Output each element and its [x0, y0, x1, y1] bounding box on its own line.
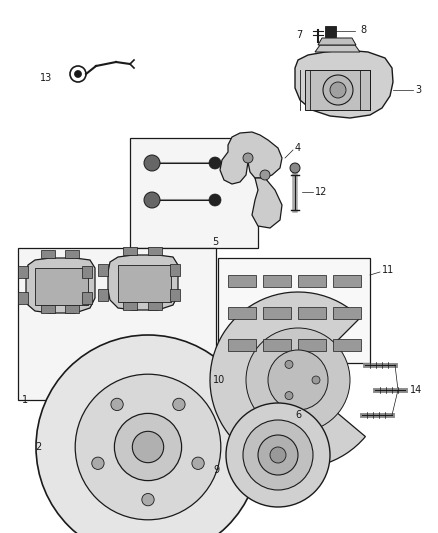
Polygon shape [305, 70, 370, 110]
Polygon shape [333, 339, 361, 351]
Text: 8: 8 [360, 25, 366, 35]
Polygon shape [298, 339, 326, 351]
Circle shape [323, 75, 353, 105]
Bar [218, 258, 370, 363]
Polygon shape [298, 275, 326, 287]
Circle shape [173, 398, 185, 410]
Text: 12: 12 [315, 187, 327, 197]
Circle shape [330, 82, 346, 98]
Polygon shape [35, 268, 88, 305]
Circle shape [209, 157, 221, 169]
Polygon shape [123, 302, 137, 310]
Polygon shape [333, 307, 361, 319]
Polygon shape [263, 339, 291, 351]
Text: 7: 7 [296, 30, 302, 40]
Polygon shape [98, 264, 108, 276]
Circle shape [132, 431, 164, 463]
Polygon shape [41, 305, 55, 313]
Text: 1: 1 [22, 395, 28, 405]
Polygon shape [220, 132, 282, 184]
Circle shape [144, 192, 160, 208]
Wedge shape [210, 292, 365, 468]
Polygon shape [148, 247, 162, 255]
Text: 14: 14 [410, 385, 422, 395]
Bar [325, 26, 336, 37]
Polygon shape [298, 307, 326, 319]
Circle shape [268, 350, 328, 410]
Circle shape [114, 414, 182, 481]
Circle shape [258, 435, 298, 475]
Circle shape [209, 194, 221, 206]
Polygon shape [26, 258, 95, 313]
Bar [130, 138, 258, 248]
Polygon shape [295, 50, 393, 118]
Text: 3: 3 [415, 85, 421, 95]
Circle shape [260, 170, 270, 180]
Circle shape [270, 447, 286, 463]
Polygon shape [123, 247, 137, 255]
Circle shape [92, 457, 104, 470]
Circle shape [243, 420, 313, 490]
Circle shape [192, 457, 204, 470]
Polygon shape [18, 292, 28, 304]
Polygon shape [148, 302, 162, 310]
Circle shape [74, 70, 81, 77]
Text: 9: 9 [214, 465, 220, 475]
Polygon shape [263, 307, 291, 319]
Circle shape [290, 163, 300, 173]
Polygon shape [65, 250, 79, 258]
Polygon shape [98, 289, 108, 301]
Polygon shape [252, 178, 282, 228]
Polygon shape [41, 250, 55, 258]
Polygon shape [170, 289, 180, 301]
Circle shape [111, 398, 123, 410]
Circle shape [226, 403, 330, 507]
Circle shape [75, 374, 221, 520]
Text: 10: 10 [213, 375, 225, 385]
Polygon shape [263, 275, 291, 287]
Bar [18, 248, 216, 400]
Text: 11: 11 [382, 265, 394, 275]
Text: 2: 2 [36, 442, 42, 452]
Text: 4: 4 [295, 143, 301, 153]
Text: 5: 5 [212, 237, 218, 247]
Circle shape [243, 153, 253, 163]
Polygon shape [118, 265, 171, 302]
Circle shape [312, 376, 320, 384]
Text: 6: 6 [295, 410, 301, 420]
Circle shape [285, 392, 293, 400]
Polygon shape [318, 38, 356, 45]
Polygon shape [228, 307, 256, 319]
Polygon shape [65, 305, 79, 313]
Circle shape [36, 335, 260, 533]
Text: 13: 13 [40, 73, 52, 83]
Polygon shape [82, 292, 92, 304]
Polygon shape [82, 266, 92, 278]
Polygon shape [228, 339, 256, 351]
Polygon shape [315, 45, 360, 52]
Polygon shape [228, 275, 256, 287]
Polygon shape [18, 266, 28, 278]
Circle shape [246, 328, 350, 432]
Circle shape [142, 494, 154, 506]
Polygon shape [333, 275, 361, 287]
Polygon shape [170, 264, 180, 276]
Polygon shape [108, 255, 178, 310]
Circle shape [285, 360, 293, 368]
Circle shape [144, 155, 160, 171]
